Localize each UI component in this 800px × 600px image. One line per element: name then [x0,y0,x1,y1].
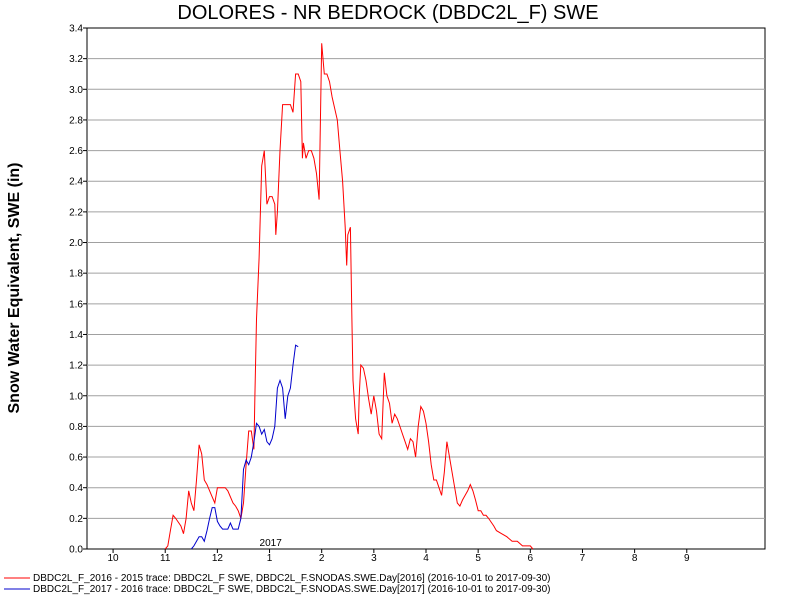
x-tick-label: 6 [528,553,534,564]
series-line-2 [190,344,299,550]
y-tick-label: 2.2 [69,207,83,218]
plot-frame [86,27,766,550]
y-tick-label: 3.0 [69,85,83,96]
x-tick-label: 2 [319,553,325,564]
y-tick-label: 3.4 [69,24,83,35]
x-tick-label: 11 [160,553,171,564]
y-axis-label: Snow Water Equivalent, SWE (in) [6,163,23,414]
y-tick-label: 0.2 [69,514,83,525]
legend-label-1: DBDC2L_F_2016 - 2015 trace: DBDC2L_F SWE… [33,573,550,584]
x-tick-label: 8 [632,553,638,564]
y-tick-label: 0.8 [69,422,83,433]
year-label: 2017 [260,538,283,549]
legend: DBDC2L_F_2016 - 2015 trace: DBDC2L_F SWE… [4,573,550,595]
y-tick-label: 0.4 [69,483,83,494]
legend-label-2: DBDC2L_F_2017 - 2016 trace: DBDC2L_F SWE… [33,584,550,595]
y-tick-label: 1.2 [69,361,83,372]
y-tick-label: 1.4 [69,330,83,341]
y-tick-label: 1.0 [69,391,83,402]
y-tick-label: 2.8 [69,115,83,126]
y-tick-label: 3.2 [69,54,83,65]
chart-title: DOLORES - NR BEDROCK (DBDC2L_F) SWE [177,2,599,24]
x-tick-label: 1 [267,553,273,564]
y-tick-label: 1.8 [69,269,83,280]
x-tick-label: 10 [108,553,120,564]
grid-lines [87,58,765,519]
series-line-1 [164,43,534,550]
y-axis-ticks: 0.0 0.2 0.4 0.6 0.8 1.0 1.2 1.4 1.6 1.8 2.0 2.2 2.4 2… [69,24,87,556]
y-tick-label: 0.6 [69,453,83,464]
x-tick-label: 5 [475,553,481,564]
x-tick-label: 12 [212,553,224,564]
y-tick-label: 2.4 [69,177,83,188]
y-tick-label: 0.0 [69,545,83,556]
x-tick-label: 9 [684,553,690,564]
x-tick-label: 3 [371,553,377,564]
y-tick-label: 2.0 [69,238,83,249]
x-tick-label: 4 [423,553,429,564]
y-tick-label: 1.6 [69,299,83,310]
x-tick-label: 7 [580,553,586,564]
y-tick-label: 2.6 [69,146,83,157]
series-layer [164,43,534,550]
